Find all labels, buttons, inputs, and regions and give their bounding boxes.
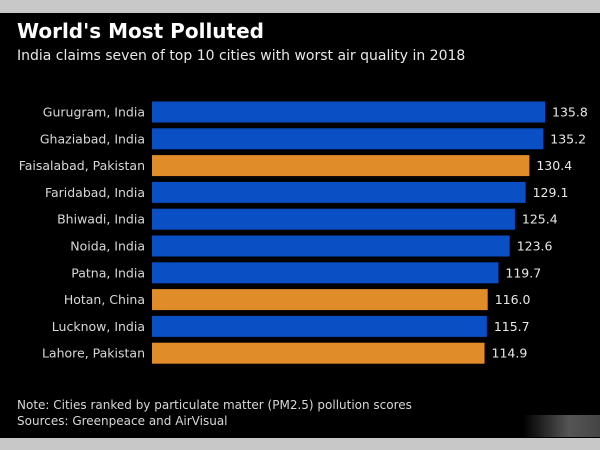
category-label: Gurugram, India bbox=[43, 105, 145, 120]
bar bbox=[152, 208, 515, 230]
value-label: 135.2 bbox=[550, 131, 586, 146]
bar bbox=[152, 262, 499, 284]
bar bbox=[152, 181, 526, 203]
category-label: Faisalabad, Pakistan bbox=[19, 158, 145, 173]
bar bbox=[152, 128, 544, 150]
value-label: 116.0 bbox=[495, 292, 531, 307]
category-label: Faridabad, India bbox=[45, 185, 145, 200]
value-label: 130.4 bbox=[536, 158, 572, 173]
chart-title: World's Most Polluted bbox=[17, 19, 264, 43]
category-label: Bhiwadi, India bbox=[57, 212, 145, 227]
bar bbox=[152, 315, 487, 337]
bar bbox=[152, 289, 488, 311]
category-label: Lahore, Pakistan bbox=[42, 346, 145, 361]
value-label: 135.8 bbox=[552, 105, 588, 120]
bar bbox=[152, 101, 545, 123]
category-label: Hotan, China bbox=[64, 292, 145, 307]
category-label: Patna, India bbox=[71, 265, 145, 280]
value-label: 115.7 bbox=[494, 319, 530, 334]
chart-source: Sources: Greenpeace and AirVisual bbox=[17, 414, 228, 428]
decorative-fade bbox=[523, 415, 600, 437]
value-label: 119.7 bbox=[505, 265, 541, 280]
bar bbox=[152, 235, 510, 257]
bar bbox=[152, 342, 485, 364]
chart-note: Note: Cities ranked by particulate matte… bbox=[17, 398, 412, 412]
chart-subtitle: India claims seven of top 10 cities with… bbox=[17, 48, 466, 64]
value-label: 114.9 bbox=[492, 346, 528, 361]
bar bbox=[152, 155, 530, 177]
category-label: Ghaziabad, India bbox=[40, 131, 145, 146]
value-label: 129.1 bbox=[533, 185, 569, 200]
category-label: Noida, India bbox=[70, 239, 145, 254]
category-label: Lucknow, India bbox=[52, 319, 145, 334]
value-label: 125.4 bbox=[522, 212, 558, 227]
value-label: 123.6 bbox=[517, 239, 553, 254]
